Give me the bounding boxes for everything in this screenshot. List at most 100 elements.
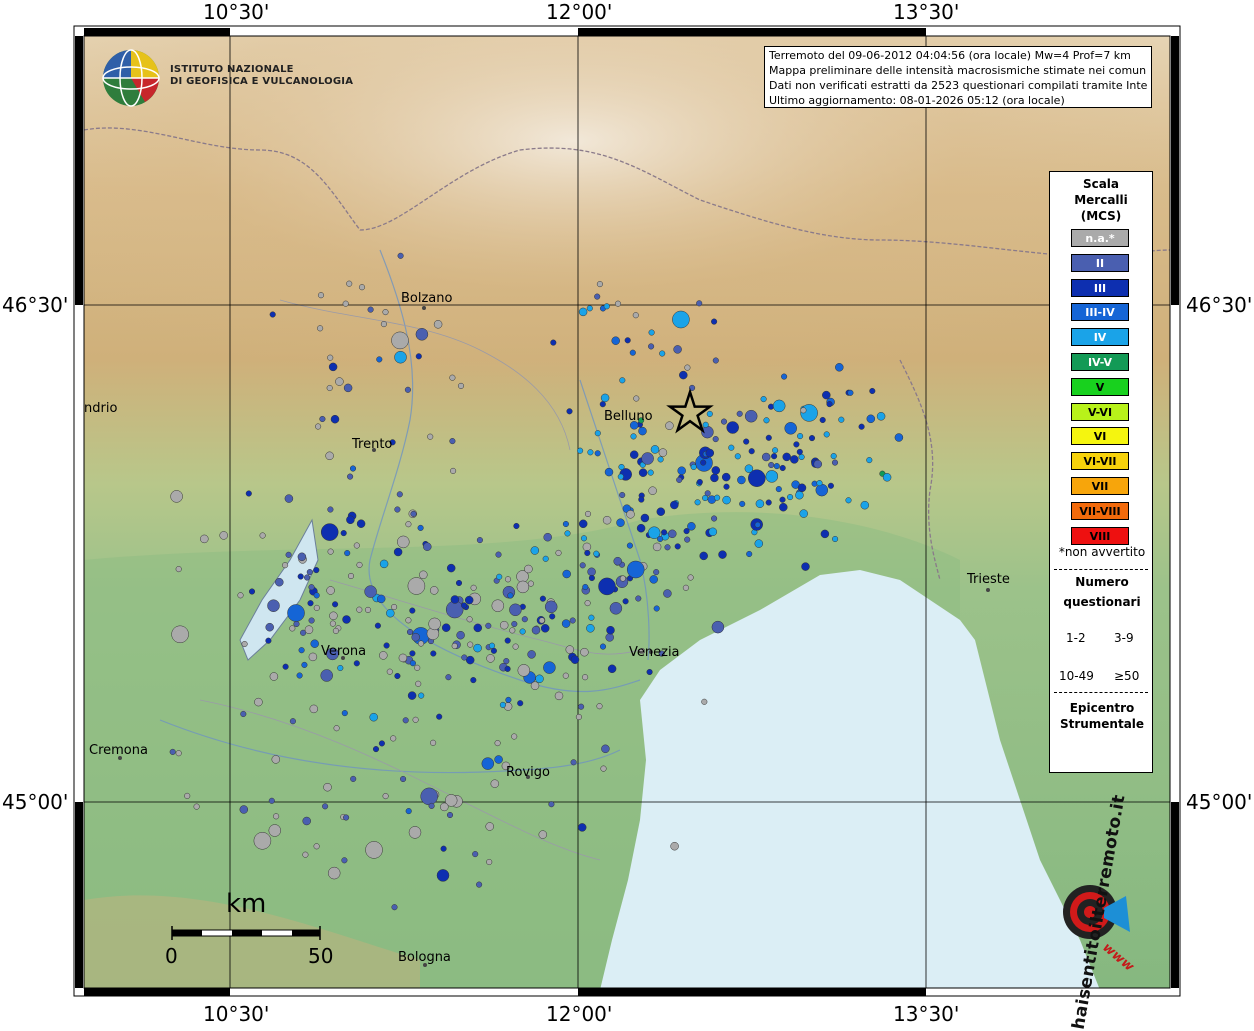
intensity-point [310, 639, 319, 648]
intensity-point [193, 803, 200, 810]
intensity-point [337, 664, 344, 672]
intensity-point [470, 584, 477, 591]
intensity-point [736, 410, 743, 417]
intensity-point [415, 328, 429, 341]
intensity-point [584, 510, 592, 517]
intensity-point [607, 664, 617, 674]
intensity-point [419, 570, 428, 580]
intensity-point [374, 622, 381, 629]
intensity-point [302, 851, 309, 858]
intensity-point [614, 300, 622, 307]
intensity-point [866, 414, 876, 424]
intensity-point [326, 384, 333, 392]
intensity-point [410, 510, 417, 517]
intensity-point [344, 550, 351, 557]
intensity-point [282, 663, 289, 670]
city-label-trento: Trento [352, 437, 393, 452]
intensity-point [582, 583, 589, 591]
intensity-point [605, 633, 614, 642]
intensity-point [619, 575, 626, 582]
intensity-point [799, 509, 808, 518]
intensity-point [389, 439, 396, 446]
intensity-point [524, 564, 533, 574]
intensity-point [648, 343, 655, 350]
intensity-point [670, 500, 679, 510]
intensity-point [511, 733, 518, 740]
intensity-point [723, 483, 730, 490]
intensity-point [638, 496, 645, 503]
intensity-point [696, 478, 703, 486]
intensity-point [394, 672, 401, 680]
intensity-point [200, 534, 209, 544]
city-label-belluno: Belluno [604, 409, 653, 424]
intensity-point [219, 531, 228, 540]
intensity-point [449, 374, 456, 381]
intensity-point [838, 416, 845, 423]
intensity-point [397, 252, 404, 259]
intensity-point [343, 814, 350, 821]
intensity-point [341, 857, 348, 864]
intensity-point [169, 748, 176, 755]
intensity-point [267, 599, 280, 612]
intensity-point [646, 668, 653, 676]
intensity-point [271, 755, 281, 764]
intensity-point [633, 395, 640, 402]
legend-title-line3: (MCS) [1080, 209, 1122, 223]
intensity-point [562, 569, 571, 579]
intensity-point [743, 438, 750, 445]
legend-scale-item: III-IV [1071, 303, 1129, 322]
intensity-point [588, 614, 595, 621]
intensity-point [451, 642, 458, 650]
intensity-point [184, 792, 191, 799]
intensity-point [768, 461, 775, 469]
legend-scale-item: IV-V [1071, 353, 1129, 371]
intensity-point [293, 620, 300, 628]
intensity-point [647, 469, 654, 476]
intensity-point [313, 592, 320, 599]
intensity-point [687, 522, 696, 531]
intensity-point [315, 423, 322, 430]
intensity-point [285, 551, 292, 558]
intensity-point [499, 701, 506, 708]
legend-title-line2: Mercalli [1074, 193, 1128, 207]
intensity-point [530, 546, 540, 555]
intensity-point [513, 522, 520, 530]
info-line-3: Dati non verificati estratti da 2523 que… [769, 79, 1147, 92]
intensity-point [562, 672, 569, 679]
intensity-point [356, 606, 363, 613]
intensity-point [712, 357, 719, 364]
intensity-point [619, 491, 626, 499]
intensity-point [638, 417, 645, 424]
intensity-point [600, 393, 610, 403]
city-label-rovigo: Rovigo [506, 765, 550, 780]
city-markers [118, 306, 990, 967]
intensity-point [694, 499, 701, 506]
intensity-point [411, 632, 420, 642]
intensity-point [722, 495, 731, 505]
intensity-point [808, 435, 816, 442]
intensity-point [466, 616, 473, 623]
intensity-point [800, 407, 807, 414]
intensity-point [564, 530, 571, 537]
intensity-point [273, 813, 280, 820]
intensity-point [566, 408, 573, 415]
intensity-point [658, 448, 668, 457]
intensity-point [600, 765, 607, 772]
intensity-point [440, 802, 449, 812]
intensity-point [578, 703, 585, 710]
intensity-point [308, 617, 315, 624]
intensity-point [346, 515, 355, 525]
city-label-cremona: Cremona [89, 743, 148, 758]
intensity-point [831, 459, 839, 466]
intensity-point [322, 803, 329, 810]
intensity-point [779, 496, 786, 503]
intensity-point [356, 561, 363, 568]
intensity-point [521, 616, 528, 623]
legend-panel: Scala Mercalli (MCS) n.a.* II III III-IV IV I… [1049, 171, 1153, 773]
intensity-point [408, 826, 422, 839]
intensity-point [538, 830, 548, 839]
intensity-point [577, 447, 584, 454]
intensity-point [721, 472, 731, 482]
info-line-1: Terremoto del 09-06-2012 04:04:56 (ora l… [769, 49, 1131, 62]
intensity-point [297, 573, 304, 580]
